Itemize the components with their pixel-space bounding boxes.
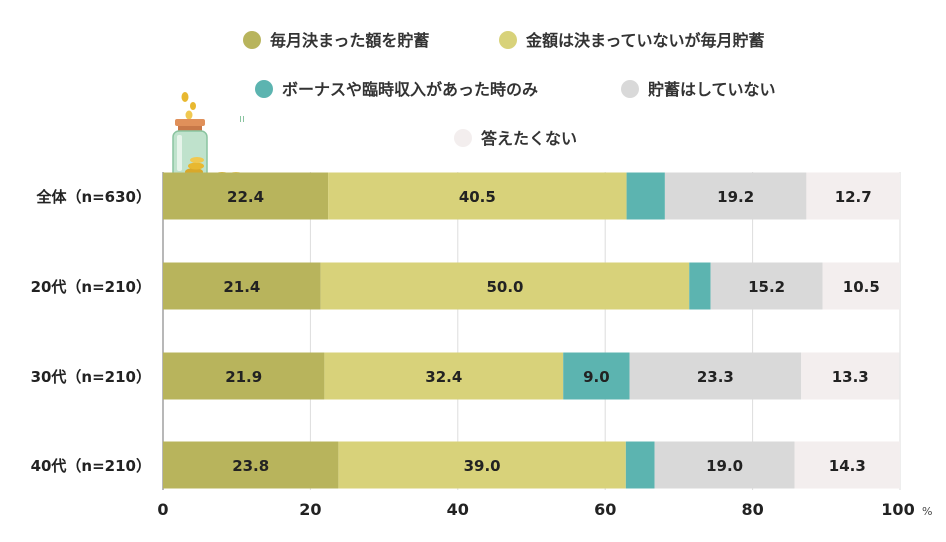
bar-row: 21.9 32.4 9.0 23.3 13.3: [163, 352, 900, 400]
bar-segment: [806, 172, 900, 220]
data-label: 39.0: [464, 457, 501, 475]
bar-segment: [163, 441, 339, 489]
data-label: 12.7: [835, 188, 872, 206]
category-label: 30代（n=210）: [31, 368, 151, 386]
legend-label: 毎月決まった額を貯蓄: [270, 31, 429, 50]
legend-label: 金額は決まっていないが毎月貯蓄: [525, 31, 765, 50]
tick-label: 0: [157, 500, 168, 519]
legend-swatch: [621, 80, 639, 98]
bars: 22.4 40.5 19.2 12.7 21.4 50.0 15.2 10.5 21.9 32.4…: [163, 172, 900, 489]
data-label: 14.3: [829, 457, 866, 475]
legend-item: 毎月決まった額を貯蓄: [243, 31, 429, 50]
bar-segment: [163, 172, 329, 220]
bar-row: 22.4 40.5 19.2 12.7: [163, 172, 900, 220]
category-label: 20代（n=210）: [31, 278, 151, 296]
bar-segment: [801, 352, 900, 400]
bar-segment: [822, 262, 900, 310]
bar-segment: [324, 352, 564, 400]
bar-segment: [320, 262, 690, 310]
data-label: 40.5: [459, 188, 496, 206]
data-label: 19.2: [717, 188, 754, 206]
legend-swatch: [499, 31, 517, 49]
data-label: 22.4: [227, 188, 264, 206]
data-label: 9.0: [583, 368, 610, 386]
data-label: 13.3: [832, 368, 869, 386]
data-label: 50.0: [486, 278, 523, 296]
bar-segment: [625, 441, 655, 489]
data-label: 19.0: [706, 457, 743, 475]
legend-item: 答えたくない: [454, 129, 577, 148]
bar-segment: [689, 262, 711, 310]
legend-swatch: [243, 31, 261, 49]
legend-swatch: [454, 129, 472, 147]
legend: 毎月決まった額を貯蓄 金額は決まっていないが毎月貯蓄ボーナスや臨時収入があった時の…: [243, 31, 776, 148]
tick-label: 60: [594, 500, 616, 519]
bar-segment: [654, 441, 795, 489]
bar-row: 21.4 50.0 15.2 10.5: [163, 262, 900, 310]
tick-label: 80: [741, 500, 763, 519]
category-labels: 全体（n=630） 20代（n=210） 30代（n=210） 40代（n=210）: [31, 188, 151, 475]
data-label: 23.8: [232, 457, 269, 475]
bar-segment: [710, 262, 823, 310]
data-label: 32.4: [425, 368, 462, 386]
bar-row: 23.8 39.0 19.0 14.3: [163, 441, 900, 489]
bar-segment: [338, 441, 626, 489]
legend-item: 金額は決まっていないが毎月貯蓄: [499, 31, 765, 50]
legend-label: 貯蓄はしていない: [648, 80, 776, 99]
bar-segment: [163, 352, 325, 400]
legend-item: 貯蓄はしていない: [621, 80, 776, 99]
data-label: 21.4: [223, 278, 260, 296]
legend-swatch: [255, 80, 273, 98]
x-axis-unit: %: [922, 505, 932, 518]
bar-segment: [664, 172, 807, 220]
bar-segment: [794, 441, 900, 489]
x-axis-ticks: 0 20 40 60 80 100%: [157, 500, 932, 519]
legend-label: ボーナスや臨時収入があった時のみ: [282, 80, 538, 99]
data-label: 21.9: [225, 368, 262, 386]
data-label: 23.3: [697, 368, 734, 386]
bar-segment: [563, 352, 630, 400]
bar-segment: [629, 352, 802, 400]
tick-label: 20: [299, 500, 321, 519]
bar-segment: [163, 262, 321, 310]
legend-item: ボーナスや臨時収入があった時のみ: [255, 80, 538, 99]
category-label: 40代（n=210）: [31, 457, 151, 475]
category-label: 全体（n=630）: [35, 188, 151, 206]
bar-segment: [328, 172, 627, 220]
data-label: 10.5: [843, 278, 880, 296]
data-label: 15.2: [748, 278, 785, 296]
bar-segment: [626, 172, 665, 220]
coin-jar-icon: [170, 92, 244, 184]
gridlines: [162, 172, 901, 490]
tick-label: 40: [447, 500, 469, 519]
tick-label: 100: [881, 500, 914, 519]
legend-label: 答えたくない: [481, 129, 577, 148]
